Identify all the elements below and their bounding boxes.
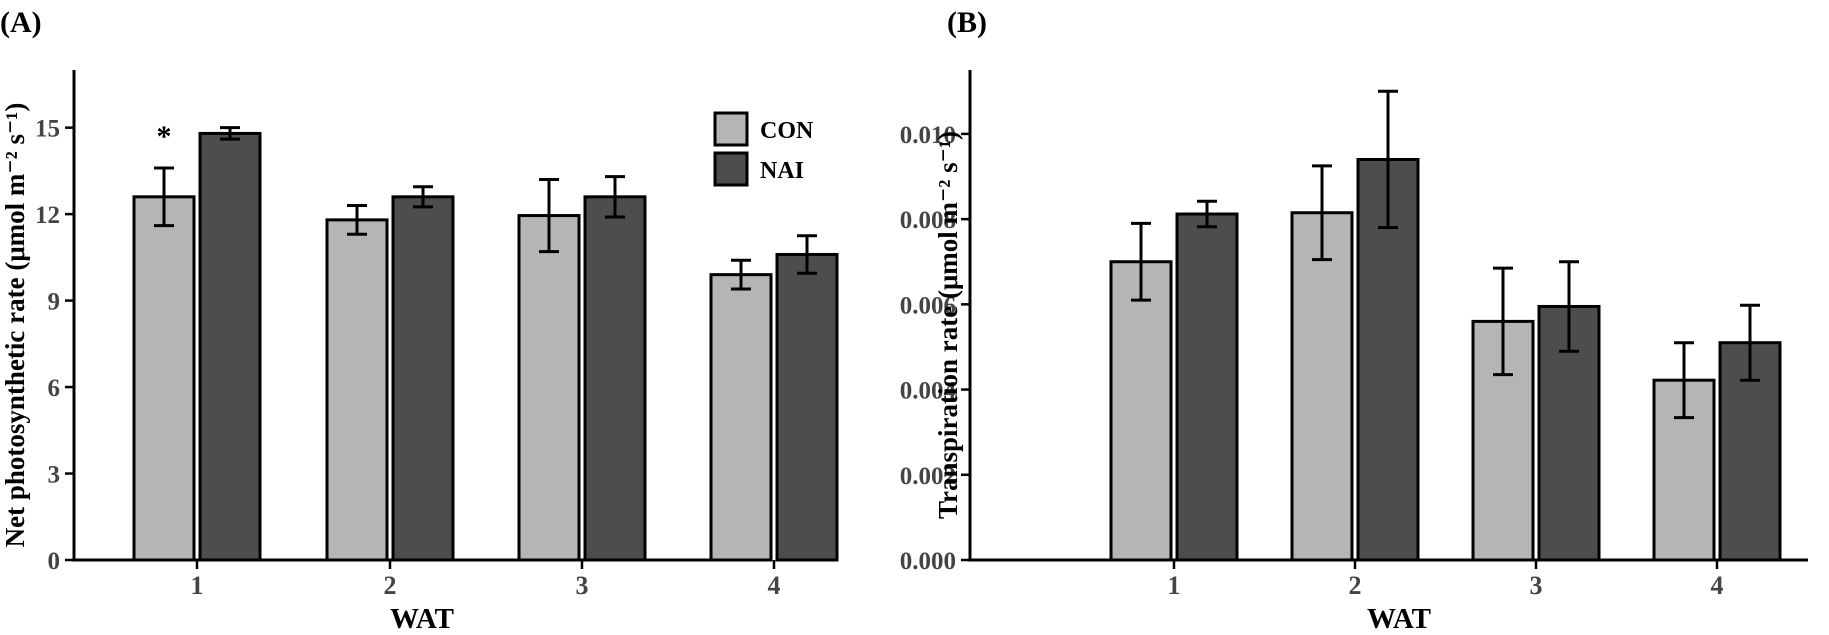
x-tick-label: 1 [1168, 571, 1181, 600]
x-tick-label: 3 [576, 571, 589, 600]
legend-label-con: CON [760, 118, 814, 144]
legend-label-nai: NAI [760, 158, 804, 184]
bar-nai-1 [1175, 212, 1239, 562]
y-axis-label: Transpiration rate (μmol m⁻² s⁻¹) [933, 131, 963, 519]
x-tick-label: 2 [1349, 571, 1362, 600]
y-tick-label: 0.010 [900, 122, 956, 149]
bar-con-2 [325, 218, 389, 562]
bar-con-1 [1109, 260, 1173, 562]
y-tick-label: 0.002 [900, 463, 956, 490]
y-tick-label: 12 [35, 202, 60, 229]
bar-nai-2 [391, 195, 455, 562]
panel-label: (A) [0, 6, 42, 39]
x-tick-label: 4 [768, 571, 781, 600]
y-tick-label: 3 [48, 462, 61, 489]
bar-nai-4 [775, 252, 839, 562]
x-tick-label: 4 [1711, 571, 1724, 600]
y-tick-label: 0 [48, 548, 61, 575]
x-axis-label: WAT [390, 603, 454, 635]
bar-con-4 [709, 273, 773, 562]
x-tick-label: 2 [384, 571, 397, 600]
panel-label: (B) [947, 6, 987, 39]
y-tick-label: 0.006 [900, 292, 956, 319]
y-tick-label: 0.004 [900, 378, 957, 405]
significance-annotation: * [157, 120, 172, 153]
bar-nai-1 [198, 131, 262, 562]
x-tick-label: 1 [191, 571, 204, 600]
x-axis-label: WAT [1367, 603, 1431, 635]
bar-con-3 [517, 214, 581, 562]
legend: CON NAI [713, 111, 814, 187]
x-tick-label: 3 [1530, 571, 1543, 600]
bar-nai-3 [583, 195, 647, 562]
bar-con-2 [1290, 211, 1354, 562]
y-tick-label: 9 [48, 289, 61, 316]
y-tick-label: 6 [48, 375, 61, 402]
panel-b: (B) 0.000 0.002 0.004 0.006 0.008 0.010 1 2 3 4 WAT… [900, 6, 1808, 635]
y-axis-label: Net photosynthetic rate (μmol m⁻² s⁻¹) [0, 103, 30, 548]
y-tick-label: 15 [35, 116, 60, 143]
legend-swatch-con [713, 111, 749, 147]
y-tick-label: 0.008 [900, 207, 956, 234]
y-tick-label: 0.000 [900, 548, 956, 575]
legend-swatch-nai [713, 151, 749, 187]
bar-con-1 [132, 195, 196, 562]
